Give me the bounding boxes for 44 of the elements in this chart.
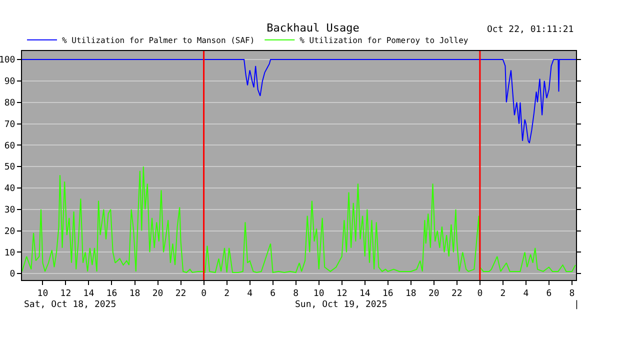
x-tick-label: 4 <box>523 288 529 299</box>
x-tick-label: 14 <box>83 288 94 299</box>
x-tick-label: 0 <box>477 288 483 299</box>
y-tick-label: 100 <box>0 56 16 66</box>
chart-title: Backhaul Usage <box>266 21 360 34</box>
y-tick-label: 50 <box>4 162 16 173</box>
y-tick-label: 80 <box>4 98 16 109</box>
y-tick-label: 20 <box>4 226 16 237</box>
text: Sat, Oct 18, 2025 <box>24 300 116 310</box>
y-tick-label: 30 <box>4 206 16 216</box>
y-tick-label: 60 <box>4 141 16 152</box>
x-tick-label: 20 <box>152 288 164 299</box>
x-tick-label: 2 <box>500 288 506 299</box>
x-tick-label: 0 <box>201 288 206 299</box>
x-tick-label: 2 <box>224 288 230 299</box>
legend-label: % Utilization for Pomeroy to Jolley <box>300 36 468 46</box>
x-tick-label: 8 <box>293 288 299 299</box>
x-tick-label: 6 <box>546 288 552 299</box>
y-tick-label: 10 <box>4 248 16 258</box>
y-tick-label: 70 <box>4 120 16 130</box>
x-tick-label: 16 <box>106 288 118 299</box>
legend-label: % Utilization for Palmer to Manson (SAF) <box>62 36 255 46</box>
y-tick-label: 40 <box>4 184 16 194</box>
text: Sun, Oct 19, 2025 <box>295 300 388 310</box>
x-tick-label: 12 <box>60 288 72 299</box>
line-series <box>22 166 576 274</box>
x-tick-label: 8 <box>569 288 575 299</box>
x-tick-label: 12 <box>336 288 348 299</box>
x-tick-label: 18 <box>405 288 416 299</box>
y-tick-label: 90 <box>4 77 16 88</box>
x-tick-label: 22 <box>452 288 462 299</box>
x-tick-label: 18 <box>129 288 140 299</box>
x-tick-label: 22 <box>175 288 186 299</box>
line-series <box>22 59 576 144</box>
x-tick-label: 10 <box>313 288 324 299</box>
x-tick-label: 6 <box>270 288 276 299</box>
y-tick-label: 0 <box>10 270 16 280</box>
x-tick-label: 16 <box>382 288 394 299</box>
text: | <box>574 300 580 310</box>
x-tick-label: 4 <box>247 288 253 299</box>
x-tick-label: 14 <box>359 288 370 299</box>
x-tick-label: 20 <box>428 288 440 299</box>
x-tick-label: 10 <box>37 288 48 299</box>
text: Oct 22, 01:11:21 <box>487 25 574 35</box>
